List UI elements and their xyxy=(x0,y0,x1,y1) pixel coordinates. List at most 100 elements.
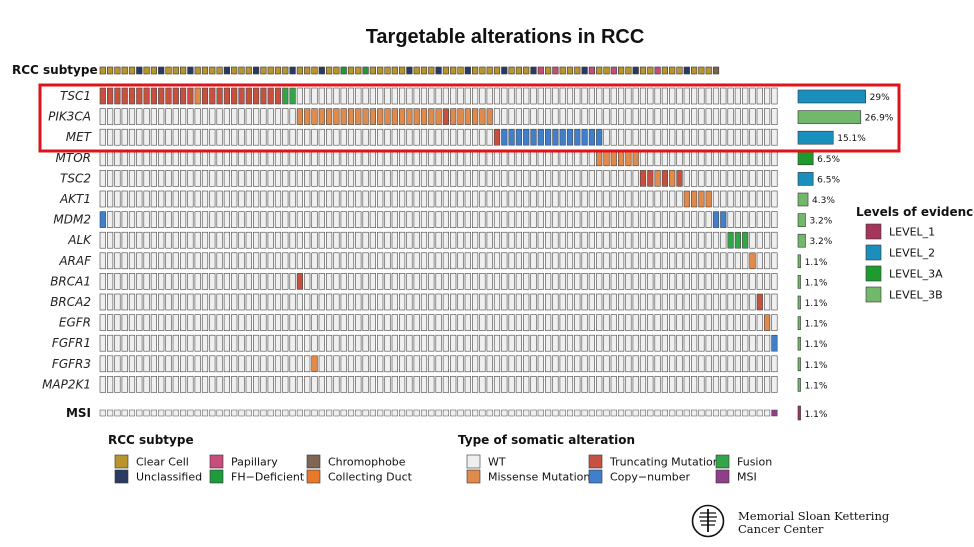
oncoprint-cell xyxy=(194,252,201,270)
oncoprint-cell xyxy=(201,211,209,228)
oncoprint-cell xyxy=(325,293,333,311)
oncoprint-cell xyxy=(143,108,150,125)
oncoprint-cell xyxy=(471,128,479,146)
oncoprint-cell xyxy=(143,293,150,311)
oncoprint-cell xyxy=(420,293,428,311)
oncoprint-cell xyxy=(625,108,632,125)
gene-label: ALK xyxy=(67,233,92,247)
oncoprint-cell xyxy=(158,293,165,311)
oncoprint-cell xyxy=(690,273,698,290)
oncoprint-cell xyxy=(194,314,201,331)
oncoprint-cell xyxy=(698,87,705,105)
oncoprint-cell xyxy=(464,170,471,187)
oncoprint-cell xyxy=(289,314,296,331)
oncoprint-cell xyxy=(216,314,223,331)
oncoprint-cell xyxy=(639,231,647,249)
subtype-cell xyxy=(150,66,158,75)
oncoprint-cell xyxy=(201,334,209,352)
oncoprint-cell xyxy=(457,293,464,311)
oncoprint-cell xyxy=(253,376,260,393)
subtype-cell xyxy=(669,66,676,75)
oncoprint-cell xyxy=(727,334,734,352)
oncoprint-cell xyxy=(712,211,720,228)
oncoprint-cell xyxy=(362,231,369,249)
oncoprint-cell xyxy=(231,314,238,331)
oncoprint-cell xyxy=(435,334,442,352)
oncoprint-cell xyxy=(493,170,501,187)
msi-cell xyxy=(661,409,668,417)
oncoprint-cell xyxy=(647,170,654,187)
oncoprint-cell xyxy=(683,170,690,187)
oncoprint-cell xyxy=(325,170,333,187)
oncoprint-cell xyxy=(771,293,778,311)
oncoprint-cell xyxy=(245,273,252,290)
msi-cell xyxy=(107,409,114,417)
oncoprint-cell xyxy=(158,108,165,125)
oncoprint-cell xyxy=(523,376,530,393)
subtype-cell xyxy=(325,66,333,75)
oncoprint-cell xyxy=(428,334,435,352)
oncoprint-cell xyxy=(194,273,201,290)
oncoprint-cell xyxy=(669,376,676,393)
msi-cell xyxy=(610,409,617,417)
subtype-cell xyxy=(574,66,581,75)
oncoprint-cell xyxy=(544,231,552,249)
oncoprint-cell xyxy=(581,376,588,393)
oncoprint-cell xyxy=(763,355,771,373)
msi-cell xyxy=(486,409,493,417)
subtype-cell xyxy=(187,66,194,75)
oncoprint-cell xyxy=(749,376,756,393)
oncoprint-cell xyxy=(698,128,705,146)
oncoprint-cell xyxy=(282,87,289,105)
oncoprint-cell xyxy=(180,170,187,187)
legend-title: RCC subtype xyxy=(108,433,194,447)
oncoprint-cell xyxy=(661,211,668,228)
oncoprint-cell xyxy=(325,252,333,270)
oncoprint-cell xyxy=(107,376,114,393)
subtype-cell xyxy=(442,66,450,75)
oncoprint-cell xyxy=(552,128,559,146)
oncoprint-cell xyxy=(384,376,391,393)
oncoprint-cell xyxy=(136,211,143,228)
oncoprint-cell xyxy=(756,128,763,146)
oncoprint-cell xyxy=(683,273,690,290)
oncoprint-cell xyxy=(274,293,282,311)
oncoprint-cell xyxy=(428,211,435,228)
oncoprint-cell xyxy=(406,108,413,125)
oncoprint-cell xyxy=(420,314,428,331)
oncoprint-cell xyxy=(311,376,318,393)
oncoprint-cell xyxy=(661,231,668,249)
msi-cell xyxy=(121,409,128,417)
oncoprint-cell xyxy=(442,376,450,393)
percent-label: 6.5% xyxy=(817,175,840,185)
oncoprint-cell xyxy=(559,293,566,311)
oncoprint-cell xyxy=(260,252,267,270)
oncoprint-cell xyxy=(435,314,442,331)
oncoprint-cell xyxy=(304,128,311,146)
msi-cell xyxy=(99,409,106,417)
subtype-cell xyxy=(581,66,588,75)
oncoprint-cell xyxy=(150,128,158,146)
legend-swatch xyxy=(466,454,481,469)
oncoprint-cell xyxy=(749,231,756,249)
highlight-box xyxy=(38,83,901,153)
percent-bars: 29%26.9%15.1%6.5%6.5%4.3%3.2%3.2%1.1%1.1… xyxy=(797,89,894,421)
oncoprint-cell xyxy=(260,108,267,125)
oncoprint-cell xyxy=(289,211,296,228)
oncoprint-cell xyxy=(683,231,690,249)
oncoprint-cell xyxy=(238,128,245,146)
oncoprint-cell xyxy=(209,314,216,331)
oncoprint-cell xyxy=(457,273,464,290)
oncoprint-cell xyxy=(325,108,333,125)
oncoprint-cell xyxy=(406,355,413,373)
oncoprint-cell xyxy=(749,128,756,146)
oncoprint-cell xyxy=(398,334,406,352)
oncoprint-cell xyxy=(340,190,347,208)
msi-cell xyxy=(479,409,486,417)
oncoprint-cell xyxy=(223,87,231,105)
oncoprint-cell xyxy=(187,128,194,146)
oncoprint-cell xyxy=(99,108,106,125)
oncoprint-cell xyxy=(763,87,771,105)
oncoprint-cell xyxy=(493,190,501,208)
